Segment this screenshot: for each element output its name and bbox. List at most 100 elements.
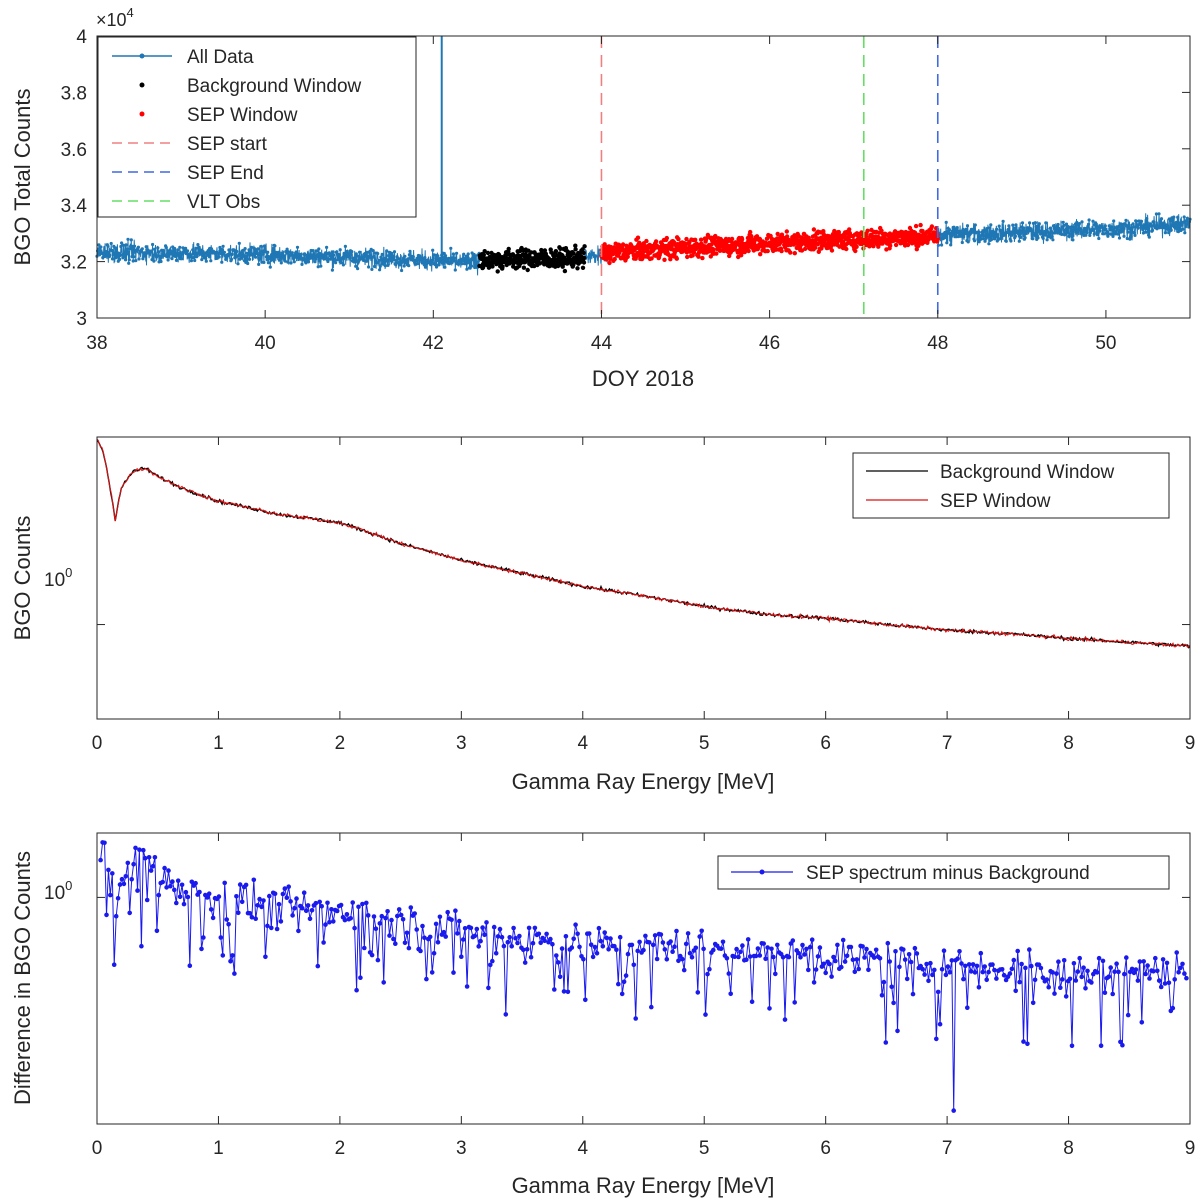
- all-data-point: [966, 240, 970, 244]
- difference-point: [976, 985, 982, 990]
- difference-point: [718, 946, 724, 951]
- p1-legend-box: [97, 36, 417, 218]
- difference-point: [1021, 1039, 1026, 1044]
- difference-point: [292, 905, 297, 911]
- difference-point: [257, 896, 262, 902]
- all-data-point: [151, 242, 155, 247]
- all-data-point: [1181, 227, 1185, 231]
- difference-point: [121, 881, 127, 887]
- point: [749, 233, 754, 239]
- all-data-point: [97, 243, 101, 247]
- all-data-point: [253, 255, 258, 259]
- all-data-point: [386, 263, 390, 267]
- all-data-point: [207, 250, 211, 254]
- all-data-point: [193, 258, 197, 263]
- difference-point: [557, 974, 563, 980]
- difference-point: [866, 967, 871, 973]
- all-data-point: [403, 254, 407, 258]
- difference-point: [334, 908, 340, 914]
- all-data-point: [1073, 226, 1077, 230]
- all-data-point: [1086, 222, 1091, 226]
- difference-point: [342, 917, 348, 923]
- all-data-point: [184, 246, 188, 250]
- difference-point: [817, 945, 823, 950]
- difference-point: [495, 934, 501, 939]
- difference-point: [1046, 984, 1051, 990]
- difference-point: [829, 974, 834, 979]
- difference-point: [197, 889, 202, 895]
- all-data-point: [385, 259, 389, 263]
- difference-point: [457, 918, 462, 924]
- all-data-point: [136, 245, 140, 249]
- difference-point: [658, 932, 664, 937]
- all-data-point: [431, 256, 435, 260]
- all-data-point: [120, 253, 124, 257]
- difference-point: [757, 953, 763, 958]
- difference-point: [968, 969, 974, 974]
- all-data-point: [1154, 212, 1158, 216]
- difference-point: [1100, 958, 1106, 964]
- point: [713, 233, 718, 239]
- difference-point: [901, 947, 906, 952]
- all-data-point: [1103, 224, 1107, 228]
- difference-point: [528, 954, 534, 960]
- difference-point: [1112, 969, 1117, 974]
- all-data-point: [224, 257, 228, 261]
- difference-point: [111, 962, 117, 967]
- all-data-point: [962, 235, 966, 239]
- difference-point: [113, 913, 119, 919]
- point: [582, 244, 587, 249]
- difference-point: [941, 948, 947, 953]
- difference-point: [1125, 1012, 1131, 1018]
- all-data-point: [456, 262, 461, 266]
- difference-point: [1102, 990, 1108, 995]
- difference-point: [160, 879, 165, 885]
- difference-point: [443, 934, 449, 939]
- difference-point: [174, 900, 179, 906]
- all-data-point: [1097, 236, 1101, 241]
- difference-point: [1032, 977, 1038, 983]
- all-data-point: [248, 257, 252, 261]
- difference-point: [972, 970, 978, 975]
- point: [829, 248, 835, 253]
- difference-point: [325, 900, 330, 906]
- all-data-point: [444, 254, 448, 258]
- difference-point: [970, 962, 976, 967]
- difference-point: [108, 892, 113, 898]
- p3-x-tick-label: 9: [1185, 1138, 1196, 1159]
- difference-point: [507, 935, 512, 940]
- all-data-point: [247, 248, 251, 252]
- all-data-point: [191, 248, 195, 252]
- p2-legend: Background Window SEP Window: [852, 452, 1170, 519]
- difference-point: [939, 967, 945, 972]
- all-data-point: [1157, 212, 1161, 216]
- all-data-point: [329, 252, 333, 256]
- all-data-point: [1033, 232, 1037, 236]
- all-data-point: [300, 262, 304, 266]
- all-data-point: [108, 253, 112, 257]
- point: [602, 242, 607, 247]
- all-data-point: [1000, 229, 1005, 233]
- difference-point: [232, 971, 237, 976]
- p2-x-tick-label: 0: [92, 733, 103, 754]
- difference-point: [509, 944, 514, 949]
- difference-point: [606, 947, 611, 952]
- all-data-point: [141, 257, 145, 261]
- difference-point: [365, 913, 371, 918]
- point: [571, 262, 576, 267]
- difference-point: [356, 904, 361, 910]
- difference-point: [154, 928, 160, 934]
- all-data-point: [144, 245, 148, 249]
- point: [739, 237, 745, 242]
- p3-axes-box: [96, 832, 1191, 1125]
- difference-point: [189, 879, 195, 885]
- difference-point: [668, 939, 673, 944]
- p3-legend-box: [717, 855, 1170, 890]
- all-data-point: [1110, 225, 1114, 229]
- all-data-point: [204, 259, 208, 263]
- difference-point: [747, 954, 753, 959]
- series-all-data: [95, 212, 1192, 276]
- all-data-point: [195, 251, 199, 255]
- difference-point: [804, 946, 809, 952]
- all-data-point: [270, 253, 274, 257]
